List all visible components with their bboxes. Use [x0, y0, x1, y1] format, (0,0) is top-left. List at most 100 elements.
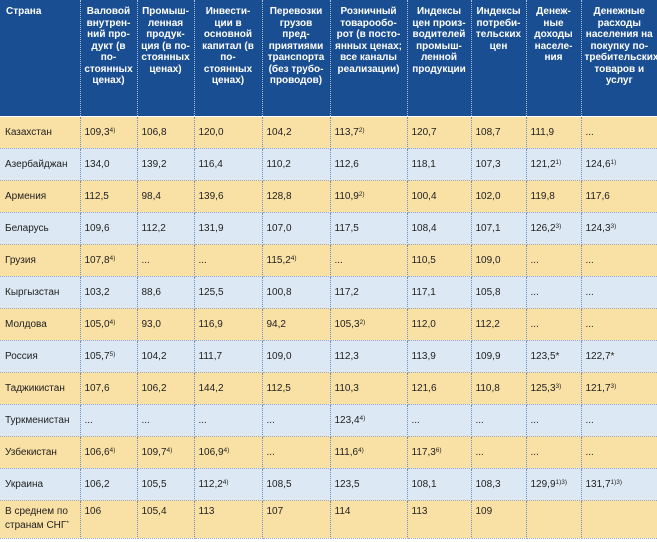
column-header: Валовой внутрен-ний про-дукт (в по-стоян…	[80, 0, 138, 117]
country-name: Армения	[5, 190, 47, 202]
cell-value: 109,3	[84, 126, 110, 138]
cell-value: 123,5	[334, 478, 360, 490]
cell-value: 108,1	[411, 478, 437, 490]
cell-value: 119,8	[530, 190, 555, 202]
country-name: Азербайджан	[5, 158, 68, 170]
value-cell: 113,72)	[330, 116, 408, 149]
value-cell: 104,2	[262, 116, 331, 149]
footnote-mark: 5)	[109, 350, 116, 358]
footnote-mark: 1)3)	[610, 478, 623, 486]
value-cell: 104,2	[137, 340, 195, 373]
country-cell: Армения	[0, 180, 81, 213]
cell-value: 102,0	[475, 190, 501, 202]
value-cell: 111,64)	[330, 436, 408, 469]
cell-value: 117,1	[411, 286, 436, 298]
column-header: Индексы цен произ-водителей промыш-ленно…	[407, 0, 472, 117]
country-name: В среднем по странам СНГ	[5, 505, 68, 531]
cell-value: 106,6	[84, 446, 110, 458]
cell-value: 105,4	[141, 505, 167, 517]
value-cell: 98,4	[137, 180, 195, 213]
cell-value: 100,8	[266, 286, 292, 298]
value-cell: 94,2	[262, 308, 331, 341]
country-name: Грузия	[5, 254, 36, 266]
cell-value: ...	[141, 414, 150, 426]
value-cell: 120,7	[407, 116, 472, 149]
cell-value: 117,3	[411, 446, 436, 458]
value-cell: 122,7*	[581, 340, 657, 373]
cell-value: 112,2	[141, 222, 166, 234]
cell-value: 107,1	[475, 222, 501, 234]
value-cell: 121,73)	[581, 372, 657, 405]
value-cell: 110,2	[262, 148, 331, 181]
cell-value: 106,2	[84, 478, 110, 490]
cell-value: 111,7	[198, 350, 223, 362]
country-name: Россия	[5, 350, 38, 362]
cell-value: 110,5	[411, 254, 436, 266]
cell-value: 94,2	[266, 318, 286, 330]
cell-value: ...	[585, 318, 594, 330]
cell-value: 105,8	[475, 286, 501, 298]
value-cell: 108,5	[262, 468, 331, 501]
value-cell: ...	[80, 404, 138, 437]
value-cell: 112,6	[330, 148, 408, 181]
footnote-mark: 4)	[358, 446, 364, 454]
cell-value: 134,0	[84, 158, 110, 170]
country-name: Кыргызстан	[5, 286, 60, 298]
country-name: Таджикистан	[5, 382, 65, 394]
cell-value: 139,6	[198, 190, 224, 202]
value-cell: 109,34)	[80, 116, 138, 149]
cell-value: 113	[198, 505, 215, 517]
table-row: Россия 105,75) 104,2 111,7 109,0 112,3 113,9 10…	[0, 340, 657, 373]
cell-value: 111,6	[334, 446, 359, 458]
value-cell: 109,9	[471, 340, 527, 373]
cell-value: 112,5	[266, 382, 291, 394]
value-cell: 106	[80, 500, 138, 539]
value-cell	[526, 500, 582, 539]
header-row: Страна Валовой внутрен-ний про-дукт (в по…	[0, 0, 657, 117]
cell-value: ...	[266, 414, 275, 426]
footnote-mark: 4)	[223, 446, 230, 454]
table-row: Армения 112,5 98,4 139,6 128,8 110,92) 100,4 10…	[0, 180, 657, 213]
table-row: Молдова 105,04) 93,0 116,9 94,2 105,32) 112,0 1…	[0, 308, 657, 341]
value-cell: 106,8	[137, 116, 195, 149]
value-cell: 121,6	[407, 372, 472, 405]
cell-value: ...	[198, 414, 207, 426]
value-cell: 110,92)	[330, 180, 408, 213]
table-row: Узбекистан 106,64) 109,74) 106,94)... 111,64…	[0, 436, 657, 469]
value-cell: 102,0	[471, 180, 527, 213]
value-cell: 117,36)	[407, 436, 472, 469]
country-name: Казахстан	[5, 126, 52, 138]
cell-value: 112,6	[334, 158, 359, 170]
cell-value: ...	[198, 254, 207, 266]
cell-value: 108,4	[411, 222, 437, 234]
column-header: Денеж-ные доходы населе-ния	[526, 0, 582, 117]
value-cell: 105,5	[137, 468, 195, 501]
cell-value: 117,5	[334, 222, 359, 234]
value-cell: 118,1	[407, 148, 472, 181]
cell-value: 105,5	[141, 478, 167, 490]
value-cell: ...	[581, 436, 657, 469]
value-cell: 117,6	[581, 180, 657, 213]
cell-value: 112,2	[198, 478, 223, 490]
cell-value: 109,0	[266, 350, 292, 362]
cell-value: ...	[530, 254, 539, 266]
value-cell: 117,2	[330, 276, 408, 309]
value-cell: ...	[581, 116, 657, 149]
cell-value: 109,0	[475, 254, 501, 266]
value-cell: 110,5	[407, 244, 472, 277]
value-cell: 112,2	[137, 212, 195, 245]
value-cell: 105,75)	[80, 340, 138, 373]
value-cell	[581, 500, 657, 539]
cell-value: 125,5	[198, 286, 224, 298]
cell-value: 139,2	[141, 158, 167, 170]
cell-value: 116,9	[198, 318, 223, 330]
column-header: Индексы потреби-тельских цен	[471, 0, 527, 117]
value-cell: 129,91)3)	[526, 468, 582, 501]
value-cell: 108,1	[407, 468, 472, 501]
value-cell: 128,8	[262, 180, 331, 213]
cell-value: 126,2	[530, 222, 556, 234]
cell-value: ...	[585, 254, 594, 266]
footnote-mark: 4)	[222, 478, 229, 486]
value-cell: 117,5	[330, 212, 408, 245]
value-cell: 88,6	[137, 276, 195, 309]
